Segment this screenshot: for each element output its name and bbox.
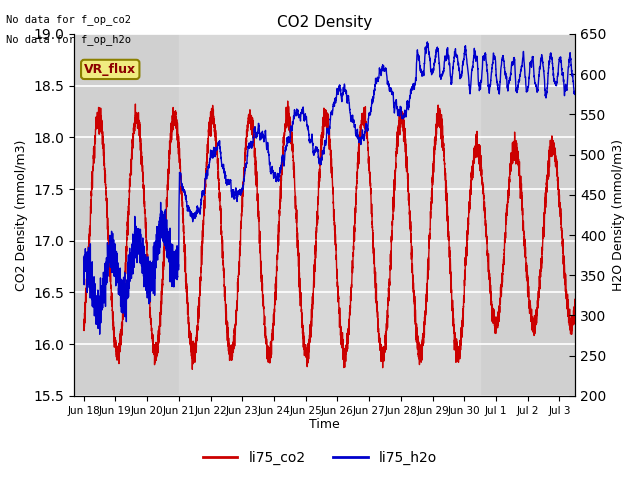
- li75_h2o: [484, 78, 492, 84]
- li75_co2: [284, 98, 292, 104]
- li75_h2o: [374, 75, 382, 81]
- Text: No data for f_op_co2: No data for f_op_co2: [6, 14, 131, 25]
- li75_h2o: [572, 89, 579, 95]
- li75_co2: [484, 255, 492, 261]
- li75_co2: [268, 343, 275, 349]
- li75_co2: [375, 336, 383, 341]
- Legend: li75_co2, li75_h2o: li75_co2, li75_h2o: [197, 445, 443, 471]
- li75_h2o: [268, 168, 275, 174]
- li75_h2o: [447, 74, 454, 80]
- Bar: [179, 34, 480, 396]
- li75_h2o: [169, 258, 177, 264]
- li75_co2: [400, 113, 408, 119]
- Line: li75_co2: li75_co2: [84, 101, 575, 370]
- Y-axis label: CO2 Density (mmol/m3): CO2 Density (mmol/m3): [15, 139, 28, 290]
- X-axis label: Time: Time: [309, 419, 340, 432]
- li75_co2: [572, 301, 579, 307]
- Text: VR_flux: VR_flux: [84, 63, 136, 76]
- Line: li75_h2o: li75_h2o: [84, 42, 575, 334]
- li75_co2: [447, 273, 454, 278]
- li75_co2: [188, 367, 196, 372]
- Title: CO2 Density: CO2 Density: [277, 15, 372, 30]
- Text: No data for f_op_h2o: No data for f_op_h2o: [6, 34, 131, 45]
- li75_co2: [169, 111, 177, 117]
- li75_co2: [80, 327, 88, 333]
- li75_h2o: [424, 39, 431, 45]
- Y-axis label: H2O Density (mmol/m3): H2O Density (mmol/m3): [612, 139, 625, 291]
- li75_h2o: [399, 113, 407, 119]
- li75_h2o: [96, 331, 104, 337]
- li75_h2o: [80, 255, 88, 261]
